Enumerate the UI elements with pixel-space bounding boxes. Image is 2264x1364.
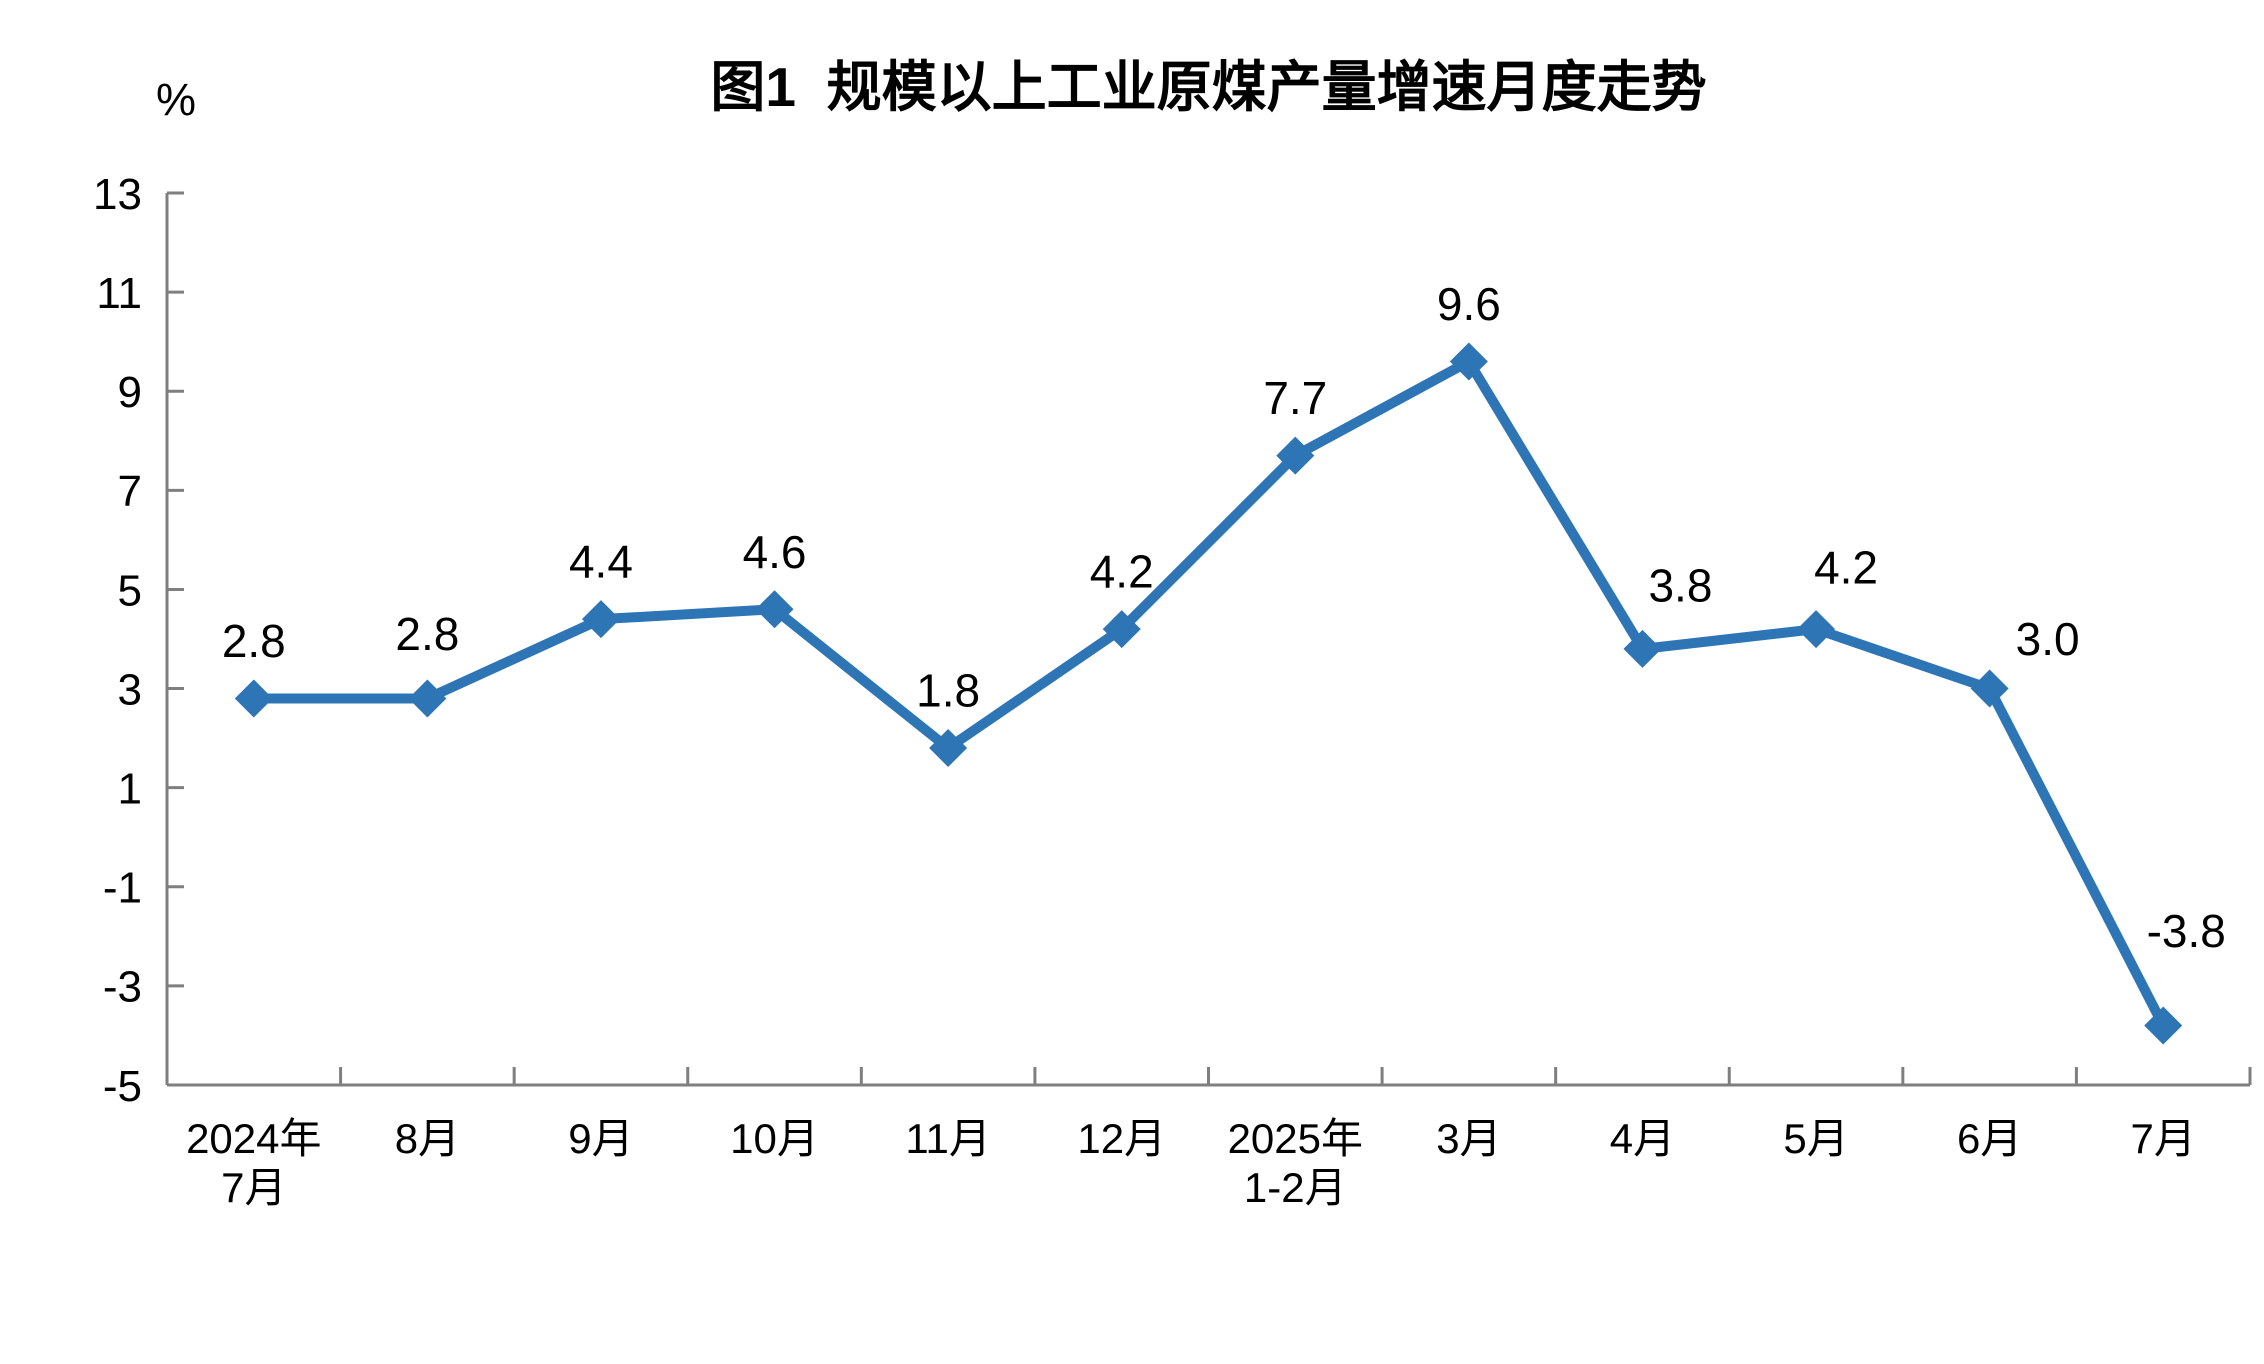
data-point-marker [1797, 610, 1836, 649]
y-axis-tick-label: 13 [93, 170, 142, 219]
y-axis-tick-label: 5 [118, 566, 142, 615]
y-axis-tick-label: 3 [118, 665, 142, 714]
data-point-label: 7.7 [1263, 372, 1327, 424]
x-axis-category-label: 11月 [905, 1115, 991, 1162]
x-axis-category-label: 5月 [1783, 1115, 1848, 1162]
x-axis-category-label: 2025年 1-2月 [1228, 1115, 1363, 1211]
chart-title: 图1 规模以上工业原煤产量增速月度走势 [710, 56, 1707, 118]
y-axis-tick-label: -1 [103, 864, 142, 913]
data-point-marker [1102, 610, 1141, 649]
data-point-marker [1623, 629, 1662, 668]
y-axis-tick-label: 9 [118, 368, 142, 417]
data-point-marker [929, 729, 968, 768]
x-axis-category-label: 7月 [2131, 1115, 2196, 1162]
x-axis-category-label: 8月 [395, 1115, 460, 1162]
y-axis-tick-label: -5 [103, 1062, 142, 1111]
x-axis-category-label: 3月 [1436, 1115, 1501, 1162]
x-axis-category-label: 6月 [1957, 1115, 2022, 1162]
data-point-label: 3.0 [2016, 613, 2080, 665]
data-point-marker [2144, 1006, 2183, 1045]
y-axis-unit-label: % [156, 74, 197, 125]
x-axis-category-label: 10月 [730, 1115, 819, 1162]
series-line [248, 356, 2169, 1031]
data-point-marker [234, 679, 273, 718]
y-axis-tick-label: 11 [96, 269, 142, 318]
data-point-marker [755, 590, 794, 629]
data-point-label: 1.8 [916, 665, 980, 717]
data-point-label: 2.8 [395, 608, 459, 660]
x-axis-category-label: 4月 [1610, 1115, 1675, 1162]
data-point-label: 4.2 [1090, 546, 1154, 598]
data-point-label: -3.8 [2147, 905, 2226, 957]
data-point-label: 4.6 [743, 526, 807, 578]
data-point-marker [1970, 669, 2009, 708]
data-point-marker [1276, 436, 1315, 475]
data-point-label: 3.8 [1648, 559, 1712, 611]
data-point-label: 9.6 [1437, 278, 1501, 330]
y-axis-tick-label: -3 [103, 963, 142, 1012]
data-point-label: 4.4 [569, 536, 633, 588]
x-axis-category-label: 12月 [1077, 1115, 1166, 1162]
data-point-marker [408, 679, 447, 718]
y-axis-tick-label: 1 [118, 765, 142, 814]
data-point-label: 2.8 [222, 615, 286, 667]
data-point-label: 4.2 [1814, 542, 1878, 594]
x-axis-category-label: 9月 [568, 1115, 633, 1162]
data-point-marker [1449, 342, 1488, 381]
data-point-marker [581, 600, 620, 639]
x-axis-category-label: 2024年 7月 [186, 1115, 321, 1211]
y-axis-tick-label: 7 [118, 467, 142, 516]
